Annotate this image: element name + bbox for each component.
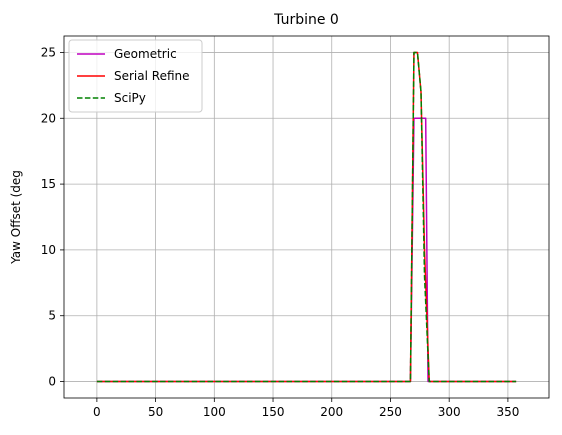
chart-title: Turbine 0 [273,12,339,28]
x-tick-label: 100 [203,405,226,419]
y-tick-label: 15 [41,177,56,191]
y-tick-label: 25 [41,45,56,59]
y-tick-label: 0 [48,375,56,389]
y-tick-label: 10 [41,243,56,257]
series-line-scipy [96,51,517,383]
y-axis-label: Yaw Offset (deg [9,170,23,265]
legend-label: Serial Refine [114,69,190,83]
x-tick-label: 350 [496,405,519,419]
y-tick-label: 5 [48,309,56,323]
x-tick-label: 0 [93,405,101,419]
x-tick-label: 300 [438,405,461,419]
x-tick-label: 50 [148,405,163,419]
x-tick-label: 250 [379,405,402,419]
y-tick-label: 20 [41,111,56,125]
ticks: 0 50 100 150 200 250 300 350 0 5 10 15 20 25 [41,45,520,419]
series-layer [96,51,517,383]
legend-label: Geometric [114,47,177,61]
legend-box [68,39,203,113]
legend: Geometric Serial Refine SciPy [68,39,203,113]
x-tick-label: 200 [320,405,343,419]
x-tick-label: 150 [262,405,285,419]
legend-label: SciPy [114,91,146,105]
plot-frame [63,35,550,399]
